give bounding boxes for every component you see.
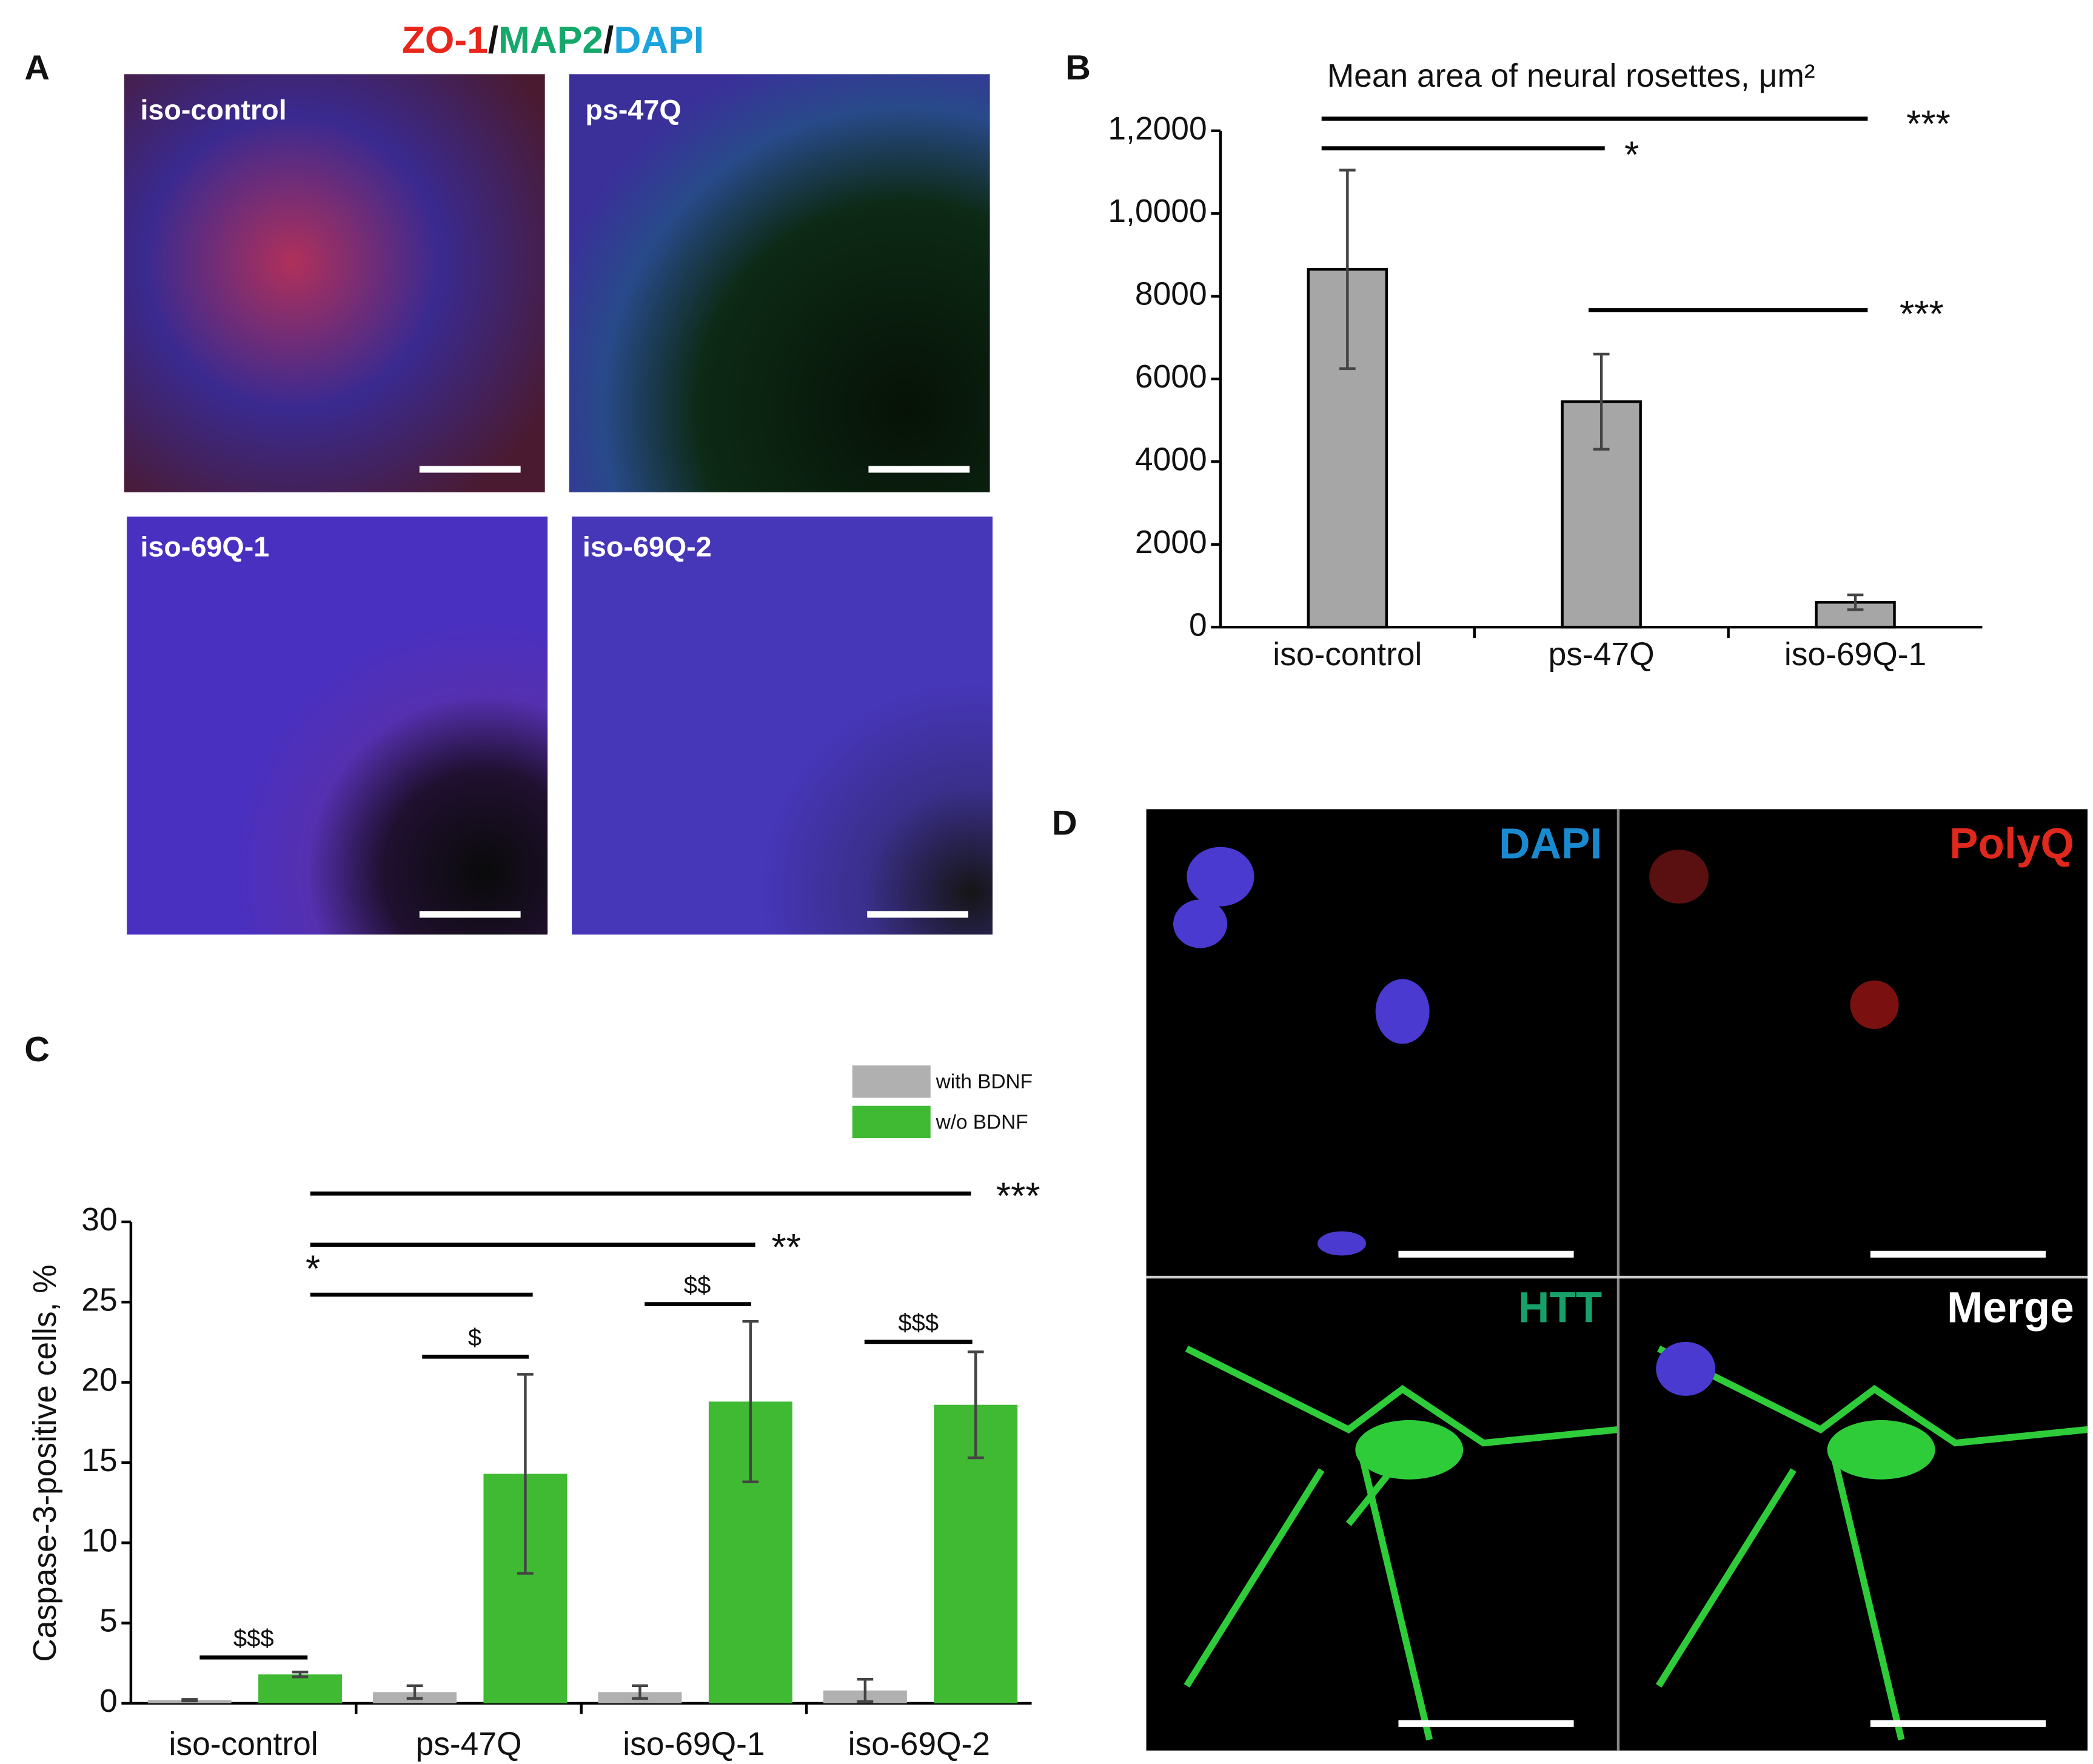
x-tick-label: ps-47Q xyxy=(1549,637,1655,672)
legend-swatch xyxy=(852,1105,931,1139)
cells xyxy=(1173,847,2088,1741)
significance: $$ xyxy=(684,1272,711,1298)
x-tick-label: ps-47Q xyxy=(416,1726,522,1762)
panel-label: C xyxy=(24,1030,50,1069)
error-bar xyxy=(181,1698,198,1703)
image-label: iso-control xyxy=(140,94,286,126)
x-tick-label: iso-control xyxy=(1273,637,1422,672)
error-bar xyxy=(967,1350,984,1460)
significance: $$$ xyxy=(898,1310,939,1336)
legend-swatch xyxy=(852,1065,931,1098)
y-tick-label: 30 xyxy=(81,1202,117,1238)
significance: *** xyxy=(996,1176,1040,1218)
error-bar xyxy=(406,1684,423,1700)
slash: / xyxy=(603,20,614,62)
significance: *** xyxy=(1906,104,1951,146)
image-label: iso-69Q-1 xyxy=(140,531,269,563)
error-bar xyxy=(857,1677,874,1703)
y-tick-label: 20 xyxy=(81,1363,117,1398)
stain: DAPI xyxy=(614,20,704,62)
y-tick-label: 25 xyxy=(81,1282,117,1318)
y-tick-label: 10 xyxy=(81,1523,117,1558)
significance: $ xyxy=(468,1324,481,1351)
error-bar xyxy=(292,1671,309,1678)
stain: ZO-1 xyxy=(402,20,488,62)
channel-label: Merge xyxy=(1947,1284,2074,1332)
y-tick-label: 8000 xyxy=(1135,277,1207,312)
error-bar xyxy=(1847,593,1864,611)
slash: / xyxy=(488,20,498,62)
micrograph xyxy=(124,74,545,492)
image-label: ps-47Q xyxy=(585,94,681,126)
y-tick-label: 2000 xyxy=(1135,525,1207,560)
y-axis-label: Caspase-3-positive cells, % xyxy=(27,1264,63,1662)
x-tick-label: iso-69Q-2 xyxy=(848,1726,990,1762)
micrograph xyxy=(569,74,990,492)
significance: * xyxy=(1624,135,1639,176)
y-tick-label: 0 xyxy=(99,1683,118,1719)
y-tick-label: 4000 xyxy=(1135,441,1207,477)
y-tick-label: 1,2000 xyxy=(1108,111,1207,147)
panel-label: D xyxy=(1052,803,1077,842)
x-tick-label: iso-control xyxy=(169,1726,318,1762)
micrograph-grid xyxy=(1146,809,2088,1751)
stain-title: ZO-1/MAP2/DAPI xyxy=(402,20,704,62)
x-tick-label: iso-69Q-1 xyxy=(623,1726,765,1762)
error-bar xyxy=(742,1320,759,1483)
x-tick-label: iso-69Q-1 xyxy=(1784,637,1926,672)
significance: ** xyxy=(772,1227,801,1269)
significance: $$$ xyxy=(233,1625,274,1652)
scale-bars xyxy=(419,466,970,918)
significance: * xyxy=(306,1249,320,1290)
chart-title: Mean area of neural rosettes, μm² xyxy=(1327,58,1815,94)
micrograph xyxy=(127,516,548,935)
significance: *** xyxy=(1900,293,1944,335)
channel-label: PolyQ xyxy=(1949,820,2074,868)
error-bar xyxy=(1339,169,1356,371)
panel-label: B xyxy=(1065,49,1091,87)
channel-label: HTT xyxy=(1518,1284,1602,1332)
stain: MAP2 xyxy=(498,20,603,62)
micrograph xyxy=(572,516,993,935)
bar xyxy=(1561,400,1642,629)
panel-label: A xyxy=(24,49,50,87)
channel-label: DAPI xyxy=(1499,820,1602,868)
y-tick-label: 0 xyxy=(1189,607,1207,643)
image-label: iso-69Q-2 xyxy=(583,531,712,563)
legend-label: with BDNF xyxy=(936,1071,1033,1093)
y-tick-label: 5 xyxy=(99,1603,118,1639)
scale-bars xyxy=(1398,1250,2046,1727)
bar xyxy=(258,1674,342,1703)
error-bar xyxy=(1593,352,1610,451)
error-bar xyxy=(517,1373,534,1575)
y-tick-label: 1,0000 xyxy=(1108,193,1207,229)
error-bar xyxy=(632,1684,648,1700)
legend-label: w/o BDNF xyxy=(936,1111,1028,1133)
y-tick-label: 15 xyxy=(81,1443,117,1478)
y-tick-label: 6000 xyxy=(1135,359,1207,395)
